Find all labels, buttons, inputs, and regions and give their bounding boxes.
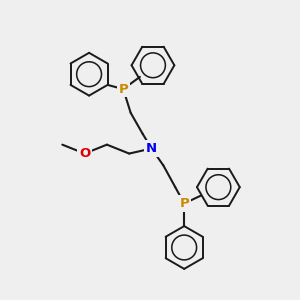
Text: P: P xyxy=(179,197,189,210)
Text: O: O xyxy=(79,147,90,160)
Text: N: N xyxy=(146,142,157,155)
Text: P: P xyxy=(118,82,128,96)
